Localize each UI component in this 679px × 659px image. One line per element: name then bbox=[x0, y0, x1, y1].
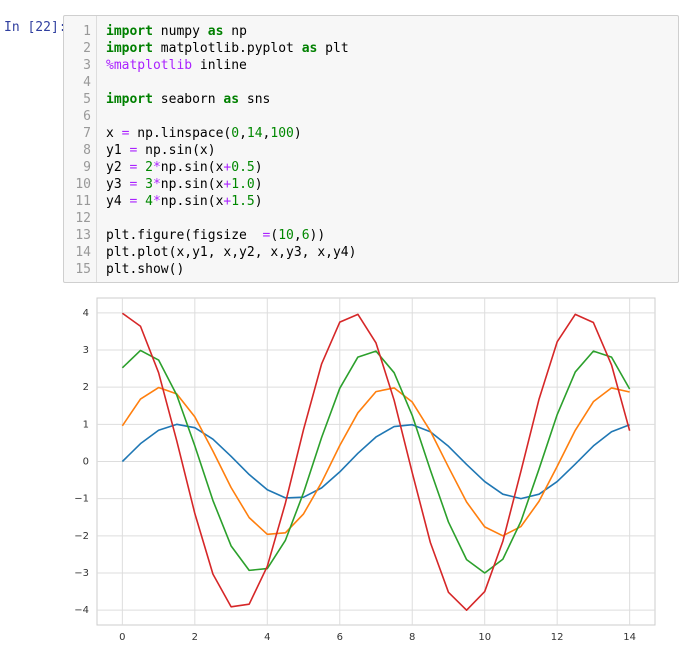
y-tick-label: −1 bbox=[74, 494, 89, 505]
line-number: 13 bbox=[75, 228, 91, 243]
gutter: 1 2 3 4 5 6 7 8 9 10 11 12 13 14 15 bbox=[64, 16, 97, 282]
y-tick-label: −2 bbox=[74, 531, 89, 542]
line-number: 14 bbox=[75, 245, 91, 260]
code-line: y1 = np.sin(x) bbox=[106, 143, 216, 158]
code-line: import numpy as np bbox=[106, 24, 247, 39]
x-tick-label: 4 bbox=[264, 632, 270, 643]
cell-prompt: In [22]: bbox=[4, 20, 67, 35]
y-tick-label: −3 bbox=[74, 568, 89, 579]
code-line: y2 = 2*np.sin(x+0.5) bbox=[106, 160, 263, 175]
code-line: import seaborn as sns bbox=[106, 92, 271, 107]
y-tick-label: 4 bbox=[83, 308, 89, 319]
line-number: 7 bbox=[83, 126, 91, 141]
x-tick-label: 8 bbox=[409, 632, 415, 643]
x-tick-label: 14 bbox=[623, 632, 636, 643]
code-line: plt.show() bbox=[106, 262, 185, 277]
line-number: 11 bbox=[75, 194, 91, 209]
code-line: %matplotlib inline bbox=[106, 58, 247, 73]
y-tick-label: 3 bbox=[83, 345, 89, 356]
code-line: plt.figure(figsize =(10,6)) bbox=[106, 228, 326, 243]
line-number: 4 bbox=[83, 75, 91, 90]
line-number: 10 bbox=[75, 177, 91, 192]
code-line: y4 = 4*np.sin(x+1.5) bbox=[106, 194, 263, 209]
code-line: plt.plot(x,y1, x,y2, x,y3, x,y4) bbox=[106, 245, 357, 260]
line-number: 8 bbox=[83, 143, 91, 158]
line-series bbox=[121, 349, 631, 574]
line-number: 5 bbox=[83, 92, 91, 107]
line-number: 6 bbox=[83, 109, 91, 124]
y-tick-label: 1 bbox=[83, 419, 89, 430]
y-tick-label: 2 bbox=[83, 382, 89, 393]
line-series bbox=[121, 312, 631, 611]
line-series bbox=[121, 386, 630, 537]
code-line: y3 = 3*np.sin(x+1.0) bbox=[106, 177, 263, 192]
x-tick-label: 0 bbox=[119, 632, 125, 643]
line-number: 3 bbox=[83, 58, 91, 73]
y-tick-label: 0 bbox=[83, 457, 89, 468]
x-tick-label: 6 bbox=[337, 632, 343, 643]
x-tick-label: 10 bbox=[478, 632, 491, 643]
line-number: 1 bbox=[83, 24, 91, 39]
code-line: import matplotlib.pyplot as plt bbox=[106, 41, 349, 56]
x-tick-label: 12 bbox=[551, 632, 564, 643]
line-number: 15 bbox=[75, 262, 91, 277]
x-tick-label: 2 bbox=[192, 632, 198, 643]
y-tick-label: −4 bbox=[74, 605, 89, 616]
code-cell[interactable]: 1 2 3 4 5 6 7 8 9 10 11 12 13 14 15 import numpy as np i… bbox=[63, 15, 679, 283]
line-number: 9 bbox=[83, 160, 91, 175]
line-number: 12 bbox=[75, 211, 91, 226]
line-number: 2 bbox=[83, 41, 91, 56]
code-line: x = np.linspace(0,14,100) bbox=[106, 126, 302, 141]
